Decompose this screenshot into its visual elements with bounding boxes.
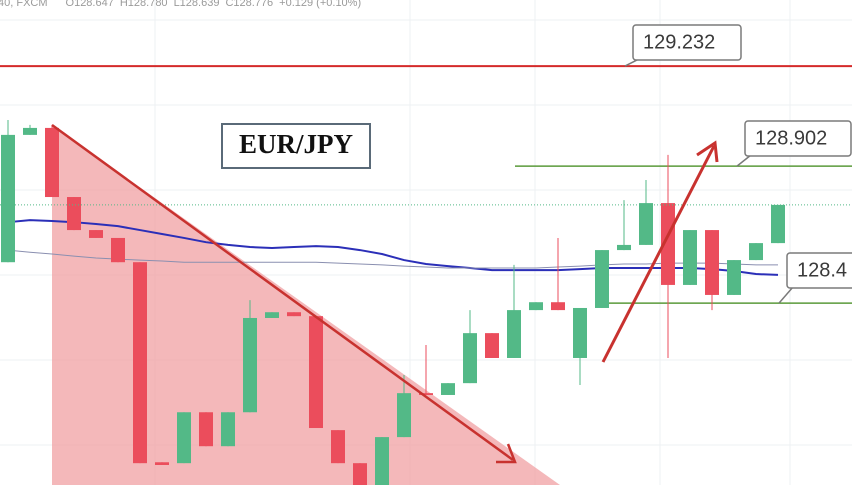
moving-average bbox=[7, 249, 778, 269]
title-box bbox=[221, 123, 371, 169]
candle-body bbox=[617, 244, 631, 251]
downtrend-line bbox=[51, 123, 514, 462]
header-item: L128.639 bbox=[174, 0, 220, 9]
candle-body bbox=[265, 312, 279, 318]
level-label: 128.902 bbox=[755, 127, 827, 149]
candle-body bbox=[111, 237, 125, 263]
header-item: O128.647 bbox=[66, 0, 114, 9]
candle-body bbox=[221, 412, 235, 447]
header-item: H128.780 bbox=[120, 0, 168, 9]
candle-body bbox=[133, 262, 147, 464]
downtrend-arrowhead bbox=[496, 443, 517, 464]
header: 40, FXCM O128.647 H128.780 L128.639 C128.776… bbox=[0, 0, 361, 9]
level-label: 128.4 bbox=[797, 259, 847, 281]
candle-body bbox=[309, 316, 323, 429]
level-label: 129.232 bbox=[643, 31, 715, 53]
downtrend-shading bbox=[52, 125, 560, 485]
header-item: +0.129 (+0.10%) bbox=[279, 0, 361, 9]
candle-body bbox=[375, 437, 389, 485]
candle-body bbox=[661, 203, 675, 285]
candle-body bbox=[67, 197, 81, 231]
candle-body bbox=[573, 307, 587, 358]
candle-body bbox=[639, 203, 653, 245]
candle-body bbox=[419, 393, 433, 395]
candle-body bbox=[243, 317, 257, 413]
callout-pointer bbox=[736, 154, 752, 167]
candle-body bbox=[683, 230, 697, 285]
candle-body bbox=[89, 230, 103, 238]
callout-box bbox=[786, 252, 852, 289]
candle-body bbox=[507, 310, 521, 358]
candle-body bbox=[595, 250, 609, 308]
chart-title: EUR/JPY bbox=[239, 129, 353, 159]
candle-body bbox=[727, 260, 741, 295]
header-item: C128.776 bbox=[225, 0, 273, 9]
levels: 129.232 128.902 128.4 bbox=[624, 24, 852, 304]
candle-body bbox=[353, 463, 367, 485]
header-item: 40, FXCM bbox=[0, 0, 48, 9]
candle-body bbox=[705, 230, 719, 295]
candle-body bbox=[771, 204, 785, 244]
callout-box bbox=[632, 24, 742, 61]
candle-body bbox=[287, 312, 301, 317]
candle-body bbox=[1, 134, 15, 263]
candle-body bbox=[397, 393, 411, 438]
candle-body bbox=[749, 243, 763, 261]
candle-body bbox=[177, 412, 191, 464]
uptrend-arrowhead bbox=[696, 140, 719, 163]
candle-body bbox=[529, 302, 543, 311]
candle-body bbox=[463, 333, 477, 384]
candle-body bbox=[551, 302, 565, 311]
candle-body bbox=[485, 333, 499, 358]
candle-body bbox=[441, 383, 455, 395]
candle-body bbox=[331, 430, 345, 464]
candle-body bbox=[23, 127, 37, 135]
callout-box bbox=[744, 120, 852, 157]
candle-body bbox=[199, 412, 213, 447]
uptrend-arrow bbox=[601, 145, 716, 363]
candle-body bbox=[45, 127, 59, 198]
callout-pointer bbox=[778, 286, 794, 304]
candle-body bbox=[155, 462, 169, 465]
